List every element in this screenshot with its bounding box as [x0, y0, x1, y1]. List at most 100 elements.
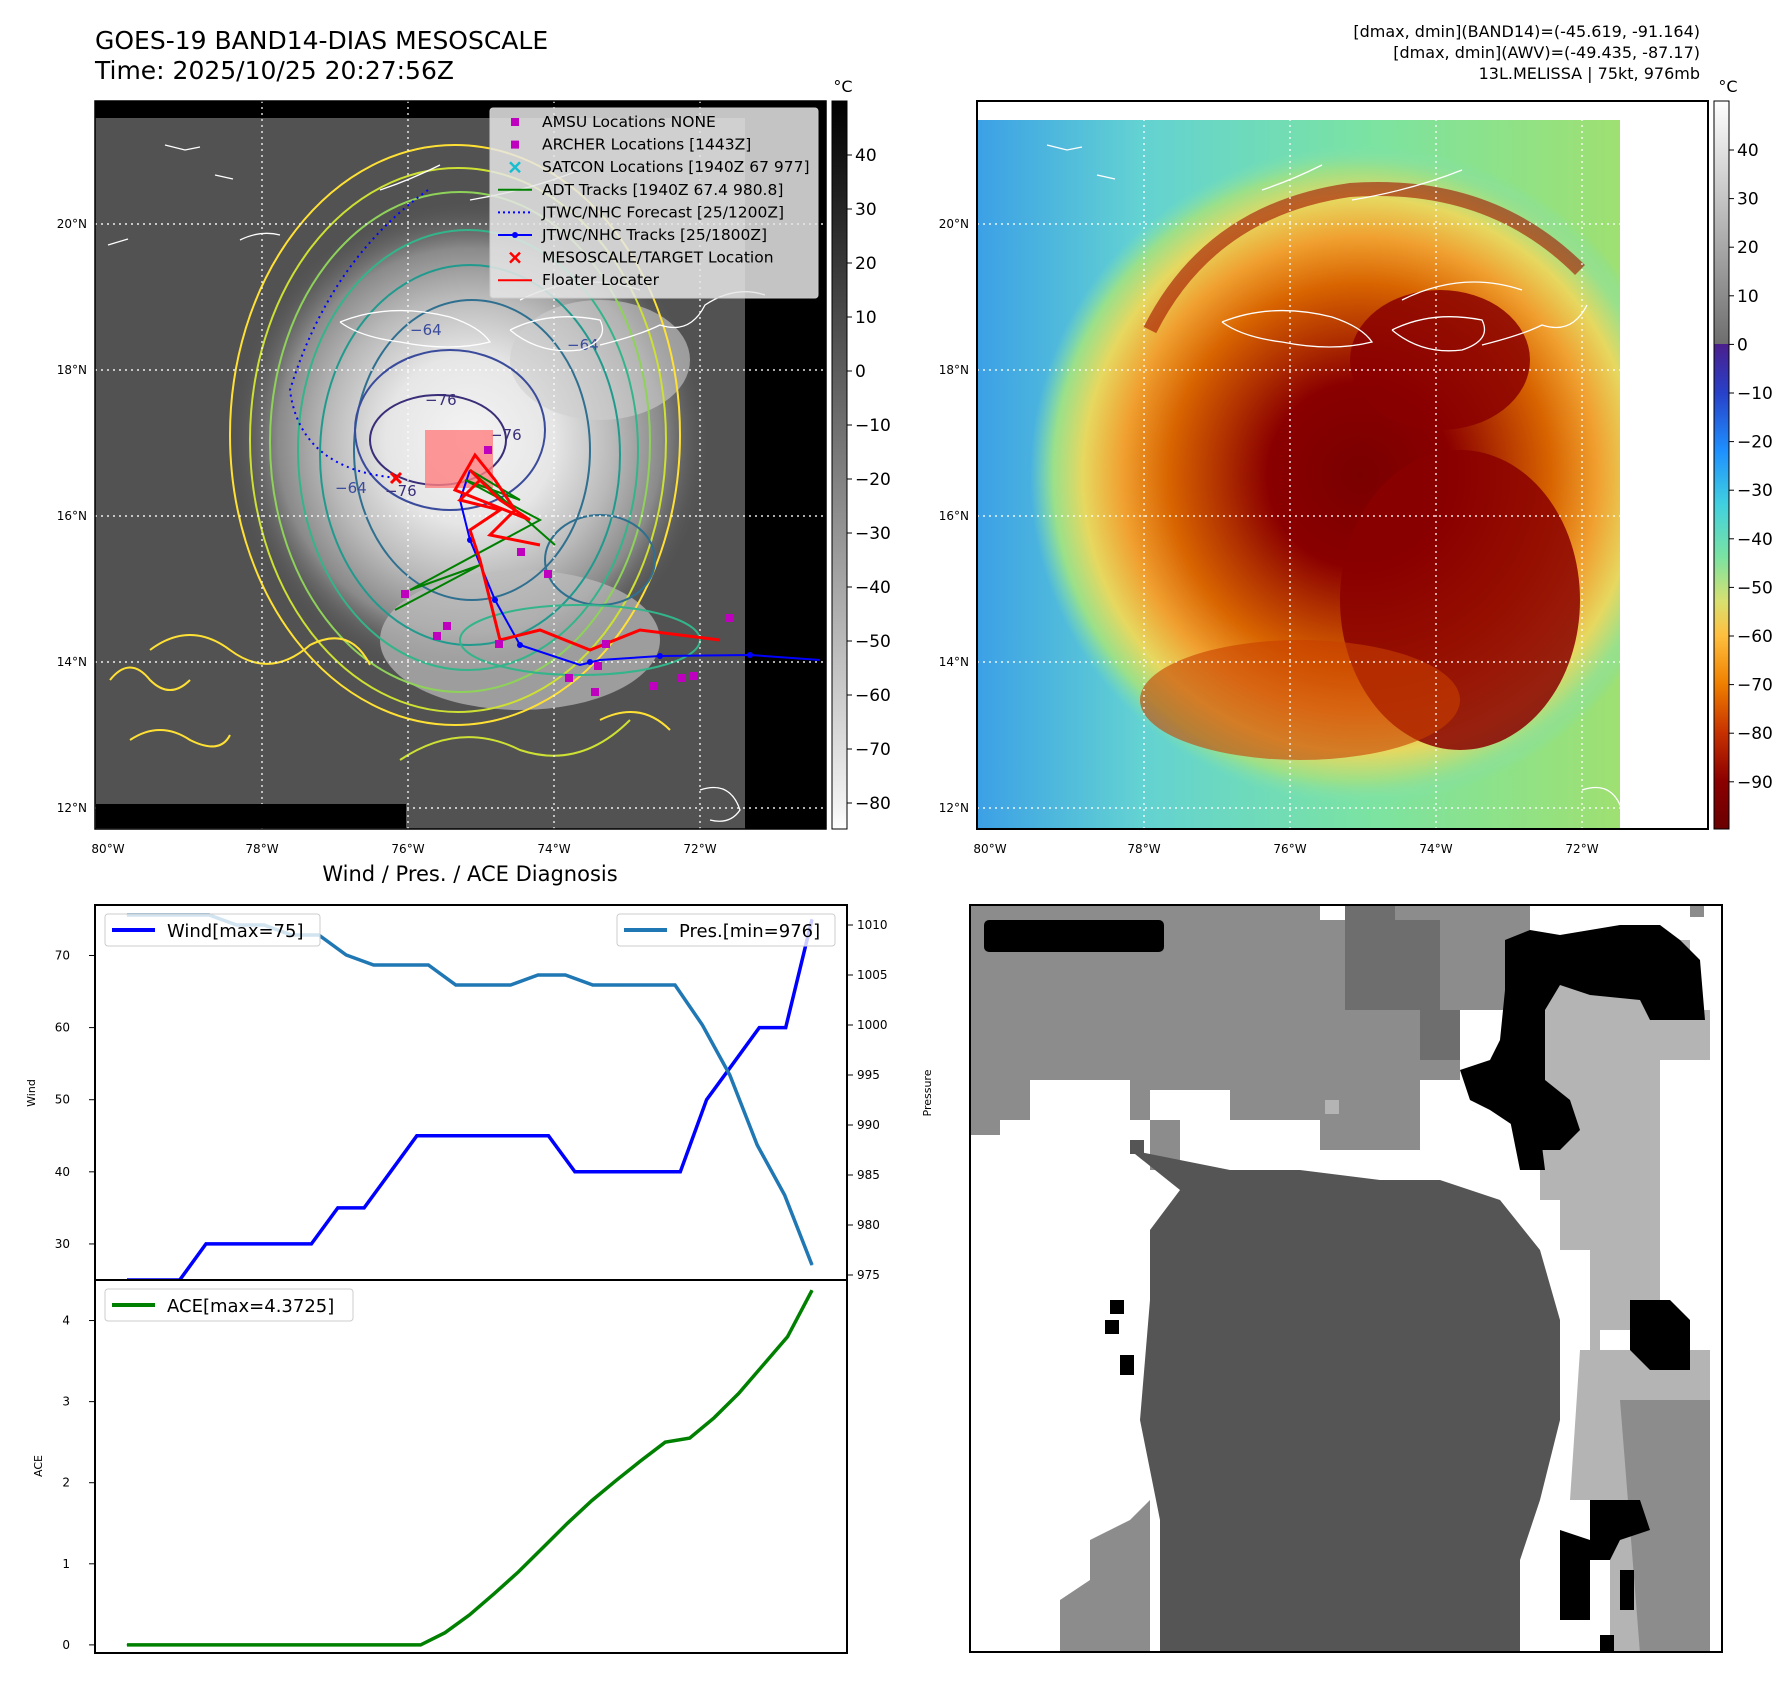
lat-tick: 20°N	[939, 217, 969, 231]
pres-tick: 1005	[857, 968, 888, 982]
ace-point	[640, 1460, 642, 1462]
pres-ylabel: Pressure	[921, 1069, 934, 1116]
wind-point	[600, 1171, 602, 1173]
ace-point	[713, 1417, 715, 1419]
wind-tick: 70	[55, 948, 70, 962]
wind-point	[706, 1099, 708, 1101]
wmg-count-label: WMG Count: 0	[993, 925, 1154, 949]
pres-point	[729, 1074, 731, 1076]
legend-item: Floater Locater	[498, 271, 660, 289]
legend-marker-square	[511, 140, 519, 149]
wind-point	[627, 1171, 629, 1173]
legend-marker-x	[509, 251, 521, 264]
awv-colorbar-tick: 20	[1737, 238, 1759, 258]
wind-point	[363, 1207, 365, 1209]
ace-point	[811, 1289, 813, 1291]
pres-point	[537, 974, 539, 976]
lon-tick: 72°W	[683, 842, 716, 856]
awv-colorbar-tick: −30	[1737, 481, 1773, 501]
awv-colorbar-tick: 30	[1737, 190, 1759, 210]
wind-point	[205, 1243, 207, 1245]
pres-point	[400, 964, 402, 966]
ir-colorbar-tick: −10	[855, 416, 891, 436]
wind-point	[389, 1171, 391, 1173]
lat-tick: 18°N	[939, 363, 969, 377]
figure-time: Time: 2025/10/25 20:27:56Z	[95, 56, 454, 85]
awv-colorbar-tick: 0	[1737, 335, 1748, 355]
pres-point	[564, 974, 566, 976]
wind-legend-box	[104, 913, 321, 947]
legend-label: Floater Locater	[542, 271, 660, 289]
contour-label: −76	[490, 426, 522, 444]
ace-point	[175, 1644, 177, 1646]
awv-range: [dmax, dmin](AWV)=(-49.435, -87.17)	[1393, 43, 1700, 62]
ace-tick: 4	[62, 1314, 70, 1328]
ir-colorbar-tick: 0	[855, 362, 866, 382]
band14-range: [dmax, dmin](BAND14)=(-45.619, -91.164)	[1353, 22, 1700, 41]
pres-point	[427, 964, 429, 966]
ace-point	[542, 1547, 544, 1549]
pres-point	[784, 1194, 786, 1196]
legend-item: JTWC/NHC Tracks [25/1800Z]	[498, 226, 767, 244]
ir-colorbar-tick: 30	[855, 200, 877, 220]
legend-label: AMSU Locations NONE	[542, 113, 716, 131]
ace-point	[248, 1644, 250, 1646]
lon-tick: 80°W	[973, 842, 1006, 856]
ace-legend-label: ACE[max=4.3725]	[167, 1296, 334, 1317]
wind-point	[679, 1171, 681, 1173]
wind-point	[416, 1135, 418, 1137]
lat-tick: 12°N	[57, 801, 87, 815]
ace-point	[297, 1644, 299, 1646]
legend-item: ARCHER Locations [1443Z]	[511, 136, 751, 154]
wind-point	[732, 1063, 734, 1065]
lon-tick: 80°W	[91, 842, 124, 856]
awv-colorbar: °C	[1713, 77, 1738, 830]
pres-point	[510, 984, 512, 986]
contour-label: −64	[567, 336, 599, 354]
ace-point	[444, 1632, 446, 1634]
ir-colorbar-tick: −30	[855, 524, 891, 544]
legend-item: SATCON Locations [1940Z 67 977]	[509, 158, 810, 176]
pres-tick: 990	[857, 1118, 880, 1132]
map-legend	[489, 107, 819, 299]
awv-colorbar-tick: −70	[1737, 676, 1773, 696]
pres-point	[619, 984, 621, 986]
ace-point	[493, 1593, 495, 1595]
wind-tick: 50	[55, 1093, 70, 1107]
legend-label: ARCHER Locations [1443Z]	[542, 136, 751, 154]
ace-point	[615, 1479, 617, 1481]
pres-tick: 995	[857, 1068, 880, 1082]
archer-points	[401, 446, 734, 696]
pres-point	[674, 984, 676, 986]
lon-tick: 76°W	[391, 842, 424, 856]
awv-colorbar-tick: −10	[1737, 384, 1773, 404]
lon-tick: 78°W	[245, 842, 278, 856]
pres-point	[647, 984, 649, 986]
ir-colorbar-tick: 40	[855, 146, 877, 166]
wind-point	[442, 1135, 444, 1137]
awv-colorbar-tick: 10	[1737, 287, 1759, 307]
legend-label: JTWC/NHC Forecast [25/1200Z]	[541, 203, 784, 221]
wind-tick: 40	[55, 1165, 70, 1179]
awv-colorbar-unit: °C	[1718, 77, 1737, 96]
pres-tick: 980	[857, 1218, 880, 1232]
awv-colorbar-tick: −40	[1737, 530, 1773, 550]
contour-label: −76	[425, 391, 457, 409]
ace-point	[420, 1644, 422, 1646]
ir-colorbar-tick: −70	[855, 740, 891, 760]
wind-point	[469, 1135, 470, 1137]
ir-colorbar-tick: −50	[855, 632, 891, 652]
legend-item: JTWC/NHC Forecast [25/1200Z]	[498, 203, 784, 221]
awv-colorbar-tick: −80	[1737, 724, 1773, 744]
wind-point	[310, 1243, 312, 1245]
ace-point	[787, 1336, 789, 1338]
observed-track	[458, 469, 821, 667]
awv-colorbar-tick: −60	[1737, 627, 1773, 647]
ir-colorbar-tick: −80	[855, 794, 891, 814]
lon-tick: 74°W	[1419, 842, 1452, 856]
diagnosis-title: Wind / Pres. / ACE Diagnosis	[322, 862, 618, 886]
ace-point	[126, 1644, 128, 1646]
wind-point	[574, 1171, 576, 1173]
copyright: Copyright © 2020-2025 Dapiya	[100, 807, 379, 826]
contour-label: −64	[410, 321, 442, 339]
